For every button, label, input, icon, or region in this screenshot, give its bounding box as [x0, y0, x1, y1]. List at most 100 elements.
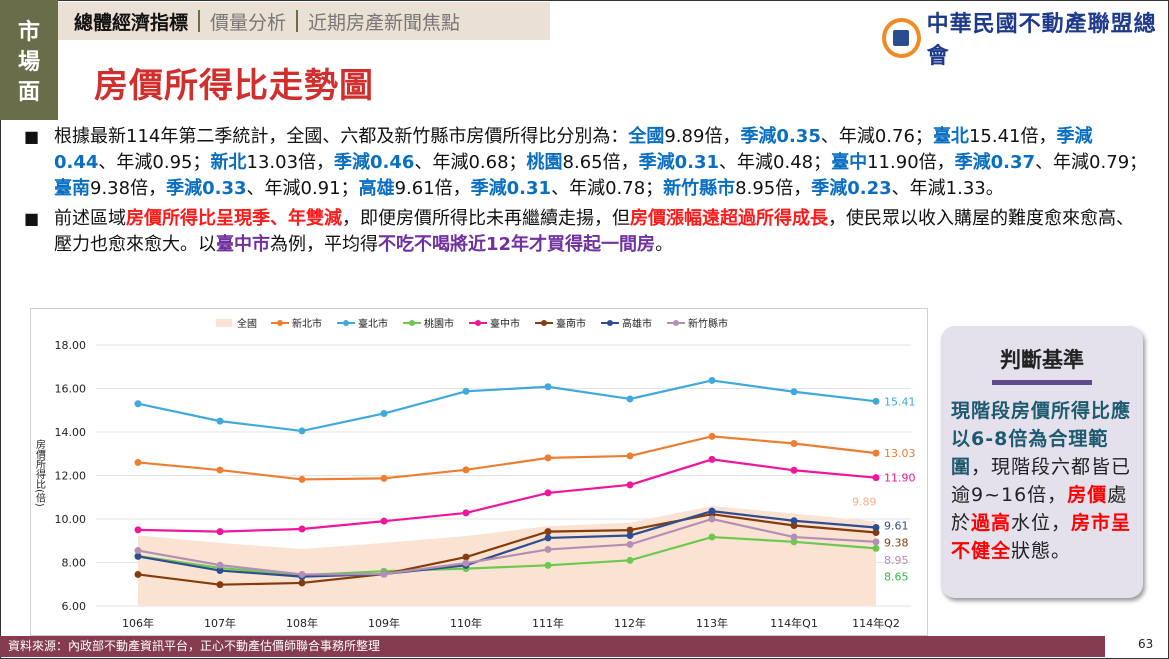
text-segment: 13.03倍，	[246, 152, 335, 173]
text-segment: ，現階段六都皆已逾9~16倍，	[951, 456, 1132, 506]
legend-label: 臺南市	[556, 317, 586, 330]
data-point	[626, 540, 634, 548]
text-segment: 前述區域	[54, 208, 126, 229]
data-point	[134, 526, 142, 534]
x-tick-label: 106年	[122, 616, 154, 630]
data-point	[216, 567, 224, 575]
highlight-text: 季減0.37	[954, 152, 1036, 173]
data-point	[544, 383, 552, 391]
highlight-text: 現階段房價所得比應以6-8倍為合理範圍	[951, 400, 1132, 478]
data-point	[790, 533, 798, 541]
x-tick-label: 113年	[696, 616, 728, 630]
square-bullet-icon: ■	[24, 127, 40, 146]
criteria-text: 現階段房價所得比應以6-8倍為合理範圍，現階段六都皆已逾9~16倍，房價處於過高…	[951, 397, 1133, 565]
legend-label: 臺北市	[358, 317, 388, 330]
y-tick-label: 6.00	[62, 600, 87, 613]
criteria-box: 判斷基準 現階段房價所得比應以6-8倍為合理範圍，現階段六都皆已逾9~16倍，房…	[941, 326, 1143, 598]
text-segment: 9.38倍，	[90, 178, 167, 199]
highlight-text: 季減0.31	[638, 152, 720, 173]
data-point	[462, 553, 470, 561]
data-label: 15.41	[884, 395, 916, 408]
data-point	[462, 466, 470, 474]
legend-label: 新北市	[292, 317, 322, 330]
legend-swatch	[216, 319, 232, 327]
nav-divider	[198, 10, 201, 32]
x-tick-label: 111年	[532, 616, 564, 630]
data-label: 9.38	[884, 536, 909, 549]
data-point	[790, 538, 798, 546]
data-point	[872, 544, 880, 552]
highlight-text: 全國	[628, 126, 665, 147]
highlight-text: 季減0.31	[470, 178, 552, 199]
highlight-text: 桃園	[526, 152, 563, 173]
data-point	[134, 570, 142, 578]
bullet-text: 前述區域房價所得比呈現季、年雙減，即便房價所得比未再繼續走揚，但房價漲幅遠超過所…	[54, 206, 1149, 258]
y-tick-label: 16.00	[55, 383, 87, 396]
x-tick-label: 112年	[614, 616, 646, 630]
text-segment: 、年減0.78；	[551, 178, 664, 199]
data-point	[544, 534, 552, 542]
section-tab[interactable]: 市場面	[0, 0, 58, 120]
series-line	[137, 379, 877, 433]
y-tick-label: 18.00	[55, 339, 87, 352]
line-chart: 6.00 8.00 10.00 12.00 14.00 16.00 18.00 106年 107…	[34, 317, 916, 630]
nav-item-news[interactable]: 近期房產新聞焦點	[308, 11, 461, 34]
text-segment: 9.61倍，	[394, 178, 471, 199]
highlight-text: 新竹縣市	[663, 178, 736, 199]
page-number: 63	[1138, 637, 1154, 651]
nav-item-macro[interactable]: 總體經濟指標	[74, 11, 189, 34]
criteria-title: 判斷基準	[1000, 348, 1084, 372]
data-label: 9.89	[852, 495, 877, 508]
data-point	[462, 559, 470, 567]
square-bullet-icon: ■	[24, 209, 40, 228]
x-tick-label: 114年Q2	[852, 616, 900, 630]
data-point	[790, 466, 798, 474]
x-tick-label: 114年Q1	[770, 616, 818, 630]
highlight-text: 季減0.33	[166, 178, 247, 199]
data-point	[544, 528, 552, 536]
text-segment: 、年減0.48；	[719, 152, 832, 173]
data-point	[298, 427, 306, 435]
legend-label: 臺中市	[490, 317, 520, 330]
text-segment: 15.41倍，	[968, 126, 1057, 147]
highlight-text: 臺中	[831, 152, 868, 173]
legend-marker	[673, 320, 679, 326]
text-segment: 、年減1.33。	[891, 178, 1004, 199]
chart-container: 6.00 8.00 10.00 12.00 14.00 16.00 18.00 106年 107…	[30, 308, 928, 636]
data-point	[134, 400, 142, 408]
data-point	[708, 376, 716, 384]
text-segment: ，即便房價所得比未再繼續走揚，但	[342, 208, 630, 229]
text-segment: 根據最新114年第二季統計，全國、六都及新竹縣市房價所得比分別為：	[54, 126, 629, 147]
data-point	[380, 474, 388, 482]
series-line	[137, 435, 877, 481]
legend-label: 新竹縣市	[688, 317, 728, 330]
text-segment: 8.95倍，	[735, 178, 812, 199]
page-title: 房價所得比走勢圖	[94, 66, 374, 106]
highlight-text: 季減0.35	[740, 126, 821, 147]
text-segment: 、年減0.79；	[1035, 152, 1148, 173]
data-point	[216, 561, 224, 569]
top-nav: 總體經濟指標 價量分析 近期房產新聞焦點	[58, 2, 550, 40]
text-segment: 、年減0.68；	[414, 152, 527, 173]
data-point	[134, 458, 142, 466]
data-label: 8.65	[884, 570, 909, 583]
highlight-text: 季減0.44	[54, 126, 1093, 173]
data-point	[872, 528, 880, 536]
criteria-underline	[992, 380, 1092, 385]
legend-marker	[277, 320, 283, 326]
legend-marker	[475, 320, 481, 326]
data-point	[708, 455, 716, 463]
data-point	[298, 570, 306, 578]
nav-item-price-volume[interactable]: 價量分析	[210, 11, 287, 34]
source-footer: 資料來源：內政部不動產資訊平台，正心不動產估價師聯合事務所整理	[0, 636, 1105, 657]
data-point	[298, 579, 306, 587]
text-segment: 9.89倍，	[664, 126, 741, 147]
highlight-text: 房價漲幅遠超過所得成長	[630, 208, 828, 229]
data-point	[216, 528, 224, 536]
data-point	[790, 440, 798, 448]
data-point	[380, 570, 388, 578]
data-point	[462, 387, 470, 395]
y-tick-label: 10.00	[55, 513, 87, 526]
highlight-text: 臺南	[54, 178, 90, 199]
highlight-text: 房價	[1067, 484, 1108, 506]
